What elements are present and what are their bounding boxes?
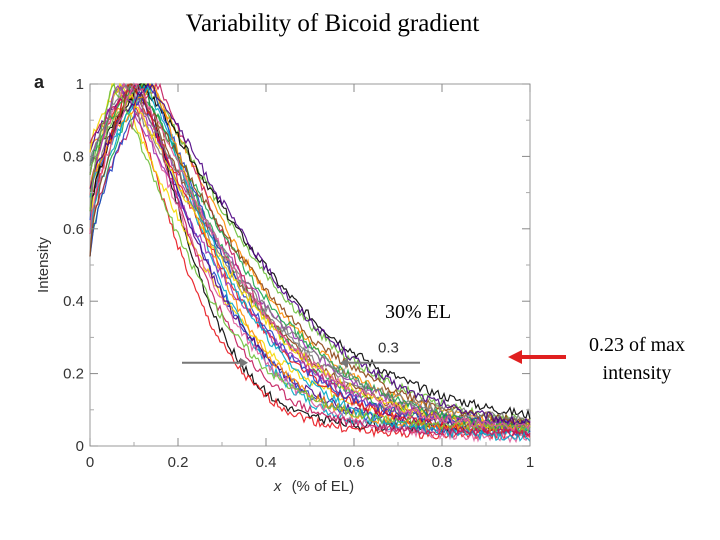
series-line: [89, 83, 531, 430]
threshold-label: 0.3: [378, 340, 399, 357]
x-tick-label: 0.2: [168, 454, 189, 471]
series-line: [89, 83, 531, 432]
y-tick-label: 1: [76, 76, 84, 93]
series-layer: [89, 82, 531, 444]
y-tick-label: 0.8: [63, 148, 84, 165]
plot-frame: [89, 83, 531, 447]
y-tick-label: 0.2: [63, 366, 84, 383]
x-axis-label-var: x: [273, 478, 282, 495]
x-tick-label: 1: [526, 454, 534, 471]
threshold-arrowhead-left: [240, 357, 248, 368]
series-line: [89, 82, 531, 444]
series-line: [89, 83, 531, 429]
x-tick-label: 0.8: [432, 454, 453, 471]
series-line: [89, 82, 531, 420]
x-tick-label: 0: [86, 454, 94, 471]
series-line: [89, 84, 531, 432]
x-tick-label: 0.4: [256, 454, 277, 471]
y-tick-label: 0.4: [63, 293, 84, 310]
series-line: [89, 83, 531, 429]
threshold-layer: 0.3: [182, 340, 420, 368]
series-line: [89, 82, 531, 434]
slide-title: Variability of Bicoid gradient: [185, 10, 480, 37]
annotation-max: 0.23 of max intensity: [588, 334, 686, 384]
series-line: [89, 83, 531, 438]
annotation-el: 30% EL: [385, 301, 452, 323]
threshold-arrowhead-right: [340, 357, 348, 368]
series-line: [89, 84, 531, 442]
series-line: [89, 84, 531, 425]
y-tick-label: 0: [76, 438, 84, 455]
x-axis-label: x (% of EL): [273, 478, 354, 495]
series-line: [89, 83, 531, 437]
red-arrow-head: [508, 350, 522, 364]
arrow-layer: [508, 350, 566, 364]
series-line: [89, 83, 531, 432]
panel-letter: a: [34, 72, 45, 92]
series-line: [89, 82, 531, 434]
x-tick-label: 0.6: [344, 454, 365, 471]
x-axis-label-unit: (% of EL): [292, 478, 355, 495]
ticks-layer: 0 0.2 0.4 0.6 0.8 1 0 0.2 0.4 0.6 0.8 1: [63, 76, 534, 471]
series-line: [89, 82, 531, 426]
y-tick-label: 0.6: [63, 221, 84, 238]
y-axis-label: Intensity: [35, 237, 52, 293]
